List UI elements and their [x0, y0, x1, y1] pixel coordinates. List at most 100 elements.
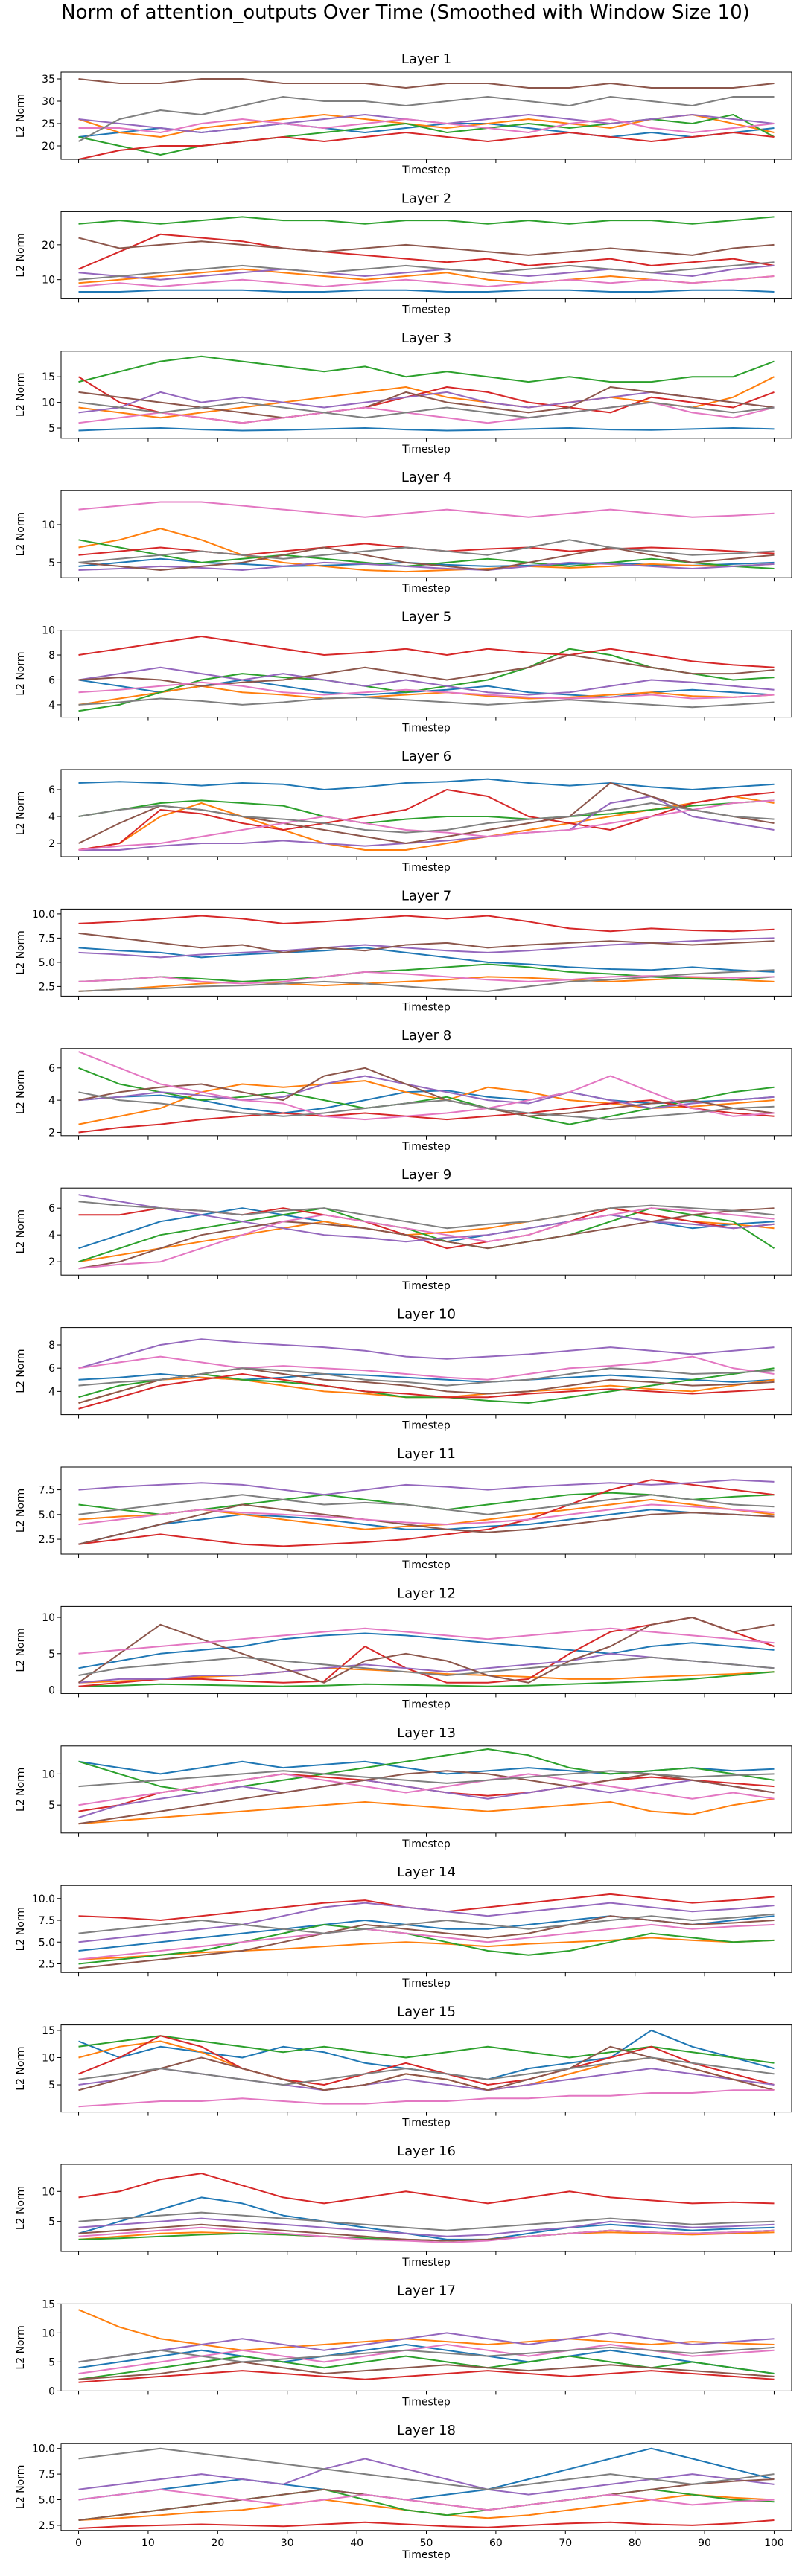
x-axis-label: Timestep — [401, 304, 451, 316]
subplot-layer-2: Layer 2 10 20 Timestep L2 Norm — [15, 191, 792, 316]
series-line — [78, 2361, 775, 2380]
series-line — [78, 114, 775, 138]
series-line — [78, 789, 775, 851]
series-line — [78, 2056, 775, 2086]
series-line — [78, 2045, 775, 2091]
series-line — [78, 261, 775, 281]
series-line — [77, 1617, 775, 1684]
series-line — [78, 1915, 775, 1969]
subplot-title: Layer 14 — [397, 1864, 456, 1880]
x-axis-label: Timestep — [401, 444, 451, 456]
series-line — [78, 275, 775, 287]
series-line — [78, 963, 775, 982]
series-line — [78, 1494, 775, 1515]
series-line — [78, 1367, 775, 1404]
series-line — [78, 96, 775, 142]
y-tick-label: 5 — [48, 2217, 55, 2228]
series-line — [78, 1498, 775, 1530]
y-tick-label: 7.5 — [39, 1485, 55, 1497]
y-axis-label: L2 Norm — [15, 1907, 27, 1951]
x-axis-label: Timestep — [401, 1978, 451, 1989]
series-line — [78, 802, 775, 834]
series-line — [78, 401, 775, 419]
series-line — [78, 386, 775, 419]
series-line — [78, 1770, 775, 1788]
y-tick-label: 6 — [48, 674, 55, 686]
y-tick-label: 20 — [42, 141, 55, 153]
y-tick-label: 4 — [48, 700, 55, 712]
y-tick-label: 10 — [42, 1768, 55, 1780]
series-line — [78, 528, 775, 573]
subplot-title: Layer 15 — [397, 2004, 456, 2020]
y-tick-label: 10 — [42, 2186, 55, 2198]
x-tick-label: 10 — [141, 2537, 155, 2549]
series-line — [78, 1923, 775, 1965]
series-line — [78, 427, 775, 432]
series-line — [78, 654, 775, 687]
y-axis-label: L2 Norm — [15, 2325, 27, 2369]
y-tick-label: 5.0 — [39, 1937, 55, 1949]
series-line — [78, 1923, 775, 1960]
series-line — [78, 2488, 775, 2521]
y-tick-label: 10 — [42, 397, 55, 409]
series-line — [78, 2196, 775, 2240]
series-line — [78, 1376, 775, 1404]
y-tick-label: 2 — [48, 1256, 55, 1268]
subplot-title: Layer 16 — [397, 2144, 456, 2159]
y-tick-label: 5.0 — [39, 2495, 55, 2507]
series-line — [78, 799, 775, 824]
y-tick-label: 2.5 — [39, 1534, 55, 1546]
series-line — [78, 1207, 775, 1270]
series-line — [78, 2035, 775, 2064]
y-tick-label: 5 — [48, 1800, 55, 1812]
series-line — [78, 696, 775, 709]
subplot-title: Layer 11 — [397, 1446, 456, 1462]
x-axis-label: Timestep — [401, 723, 451, 735]
series-line — [78, 1503, 775, 1526]
series-line — [78, 947, 775, 973]
y-axis-label: L2 Norm — [15, 651, 27, 695]
y-tick-label: 4 — [48, 1095, 55, 1107]
y-tick-label: 25 — [42, 118, 55, 130]
y-axis-label: L2 Norm — [15, 512, 27, 556]
series-line — [78, 969, 775, 992]
series-line — [78, 2447, 775, 2501]
x-axis-label: Timestep — [401, 1141, 451, 1153]
series-line — [78, 1207, 775, 1270]
series-line — [78, 1509, 775, 1545]
subplot-layer-10: Layer 10 4 6 8 Timestep L2 Norm — [15, 1307, 792, 1432]
series-line — [78, 2355, 775, 2380]
series-line — [78, 1503, 775, 1545]
series-line — [78, 1656, 775, 1676]
series-line — [78, 681, 775, 700]
subplot-layer-1: Layer 1 20 25 30 35 Timestep L2 Norm — [15, 51, 792, 176]
y-axis-label: L2 Norm — [15, 1209, 27, 1253]
series-line — [78, 1051, 775, 1121]
subplot-layer-4: Layer 4 5 10 Timestep L2 Norm — [15, 470, 792, 595]
series-line — [78, 289, 775, 293]
series-line — [78, 1338, 775, 1370]
series-line — [78, 1099, 775, 1134]
x-axis-label: Timestep — [401, 1420, 451, 1432]
subplot-title: Layer 13 — [397, 1725, 456, 1741]
series-line — [78, 1355, 775, 1381]
series-line — [78, 2226, 775, 2243]
y-tick-label: 15 — [42, 2025, 55, 2037]
x-tick-label: 20 — [211, 2537, 224, 2549]
y-tick-label: 5 — [48, 2356, 55, 2368]
series-line — [78, 1067, 775, 1117]
y-tick-label: 10.0 — [32, 2444, 55, 2455]
x-axis-label: Timestep — [401, 1838, 451, 1850]
y-tick-label: 10 — [42, 520, 55, 531]
series-line — [78, 216, 775, 225]
y-tick-label: 35 — [42, 74, 55, 86]
y-tick-label: 5 — [48, 557, 55, 569]
series-line — [78, 2458, 775, 2496]
series-line — [78, 1373, 775, 1410]
series-line — [78, 2217, 775, 2237]
x-tick-label: 100 — [764, 2537, 784, 2549]
y-tick-label: 4 — [48, 811, 55, 823]
subplot-layer-8: Layer 8 2 4 6 Timestep L2 Norm — [15, 1028, 792, 1153]
